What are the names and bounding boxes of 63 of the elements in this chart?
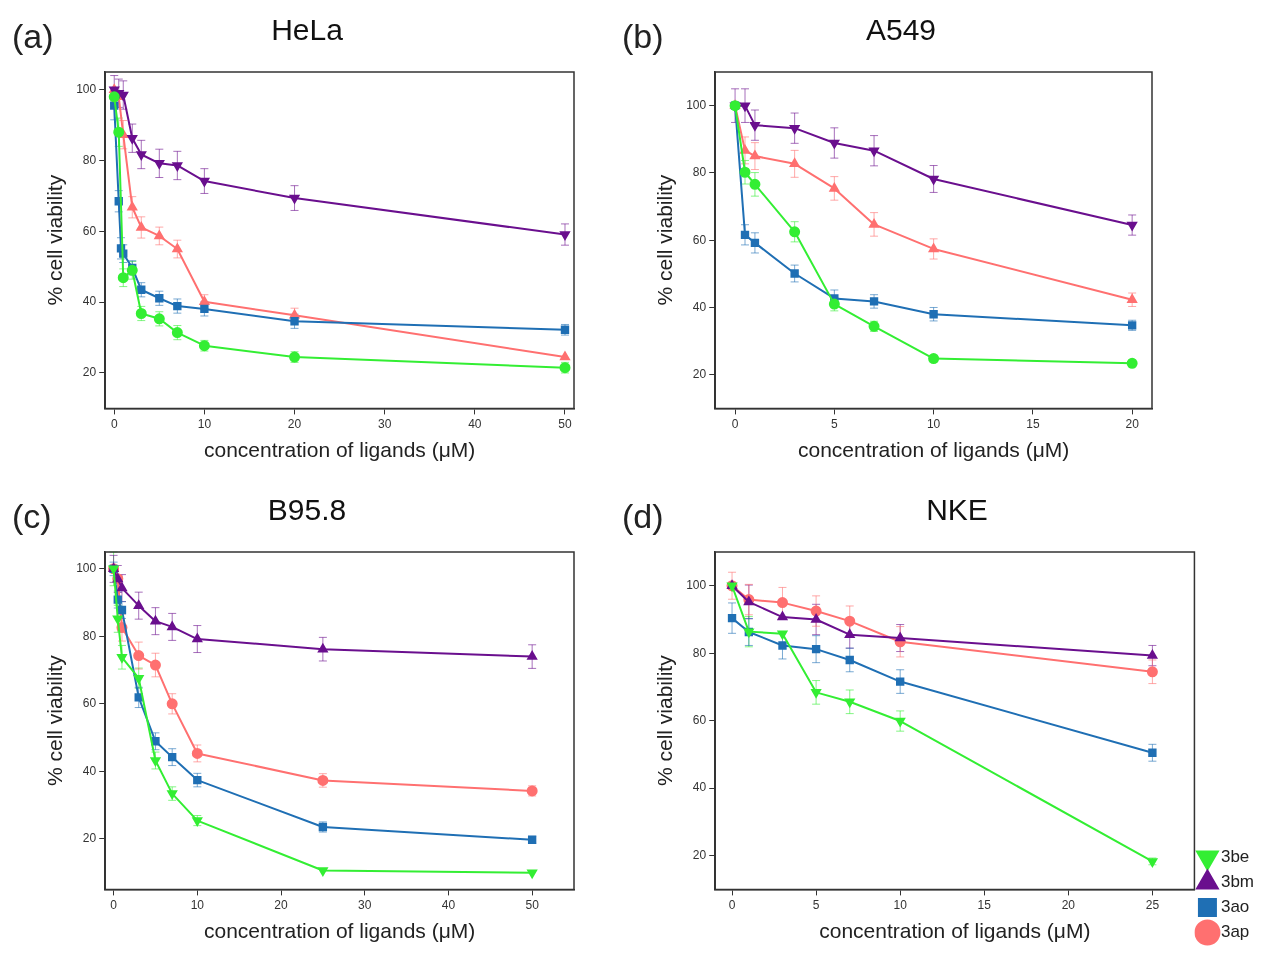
x-tick-label: 50 bbox=[558, 416, 572, 431]
y-tick-label: 40 bbox=[692, 299, 707, 314]
y-tick-label: 20 bbox=[692, 367, 707, 382]
x-tick-label: 10 bbox=[190, 897, 205, 912]
y-tick-label: 100 bbox=[686, 97, 707, 112]
legend-label: 3be bbox=[1220, 847, 1250, 867]
legend-label: 3ao bbox=[1220, 897, 1250, 917]
x-tick-label: 10 bbox=[926, 416, 941, 431]
x-tick-label: 20 bbox=[1125, 416, 1140, 431]
y-tick-label: 20 bbox=[82, 831, 97, 846]
x-tick-label: 0 bbox=[110, 416, 118, 431]
x-tick-label: 20 bbox=[274, 897, 289, 912]
y-tick-label: 40 bbox=[82, 763, 97, 778]
y-tick-label: 80 bbox=[82, 628, 97, 643]
y-tick-label: 60 bbox=[82, 223, 97, 238]
text: (b) bbox=[622, 17, 664, 56]
x-tick-label: 5 bbox=[831, 416, 838, 431]
x-tick-label: 25 bbox=[1145, 897, 1160, 912]
chart-title: B95.8 bbox=[267, 493, 347, 527]
x-tick-label: 15 bbox=[977, 897, 992, 912]
y-axis-title: % cell viability bbox=[653, 654, 677, 787]
y-tick-label: 40 bbox=[82, 294, 97, 309]
x-tick-label: 40 bbox=[441, 897, 456, 912]
y-tick-label: 80 bbox=[692, 165, 707, 180]
y-tick-label: 60 bbox=[692, 232, 707, 247]
y-axis-title: % cell viability bbox=[653, 174, 677, 306]
y-tick-label: 80 bbox=[692, 645, 707, 660]
legend-label: 3bm bbox=[1220, 872, 1255, 892]
text: (d) bbox=[622, 497, 664, 536]
y-axis-title: % cell viability bbox=[43, 654, 67, 787]
chart-title: NKE bbox=[926, 493, 988, 527]
x-tick-label: 10 bbox=[197, 416, 212, 431]
x-tick-label: 0 bbox=[728, 897, 736, 912]
x-axis-title: concentration of ligands (μM) bbox=[203, 919, 476, 943]
text: (c) bbox=[12, 497, 52, 536]
x-tick-label: 0 bbox=[110, 897, 118, 912]
x-tick-label: 15 bbox=[1026, 416, 1040, 431]
x-axis-title: concentration of ligands (μM) bbox=[797, 438, 1070, 462]
x-tick-label: 5 bbox=[812, 897, 820, 912]
y-tick-label: 20 bbox=[692, 847, 707, 862]
y-tick-label: 100 bbox=[686, 578, 707, 593]
y-axis-title: % cell viability bbox=[43, 174, 67, 306]
x-tick-label: 50 bbox=[525, 897, 540, 912]
y-tick-label: 80 bbox=[82, 152, 97, 167]
x-axis-title: concentration of ligands (μM) bbox=[203, 438, 476, 462]
chart-title: HeLa bbox=[271, 13, 344, 47]
text: (a) bbox=[12, 17, 54, 56]
y-tick-label: 100 bbox=[76, 561, 97, 576]
y-tick-label: 60 bbox=[82, 696, 97, 711]
x-axis-title: concentration of ligands (μM) bbox=[819, 919, 1091, 943]
x-tick-label: 30 bbox=[358, 897, 372, 912]
x-tick-label: 20 bbox=[287, 416, 302, 431]
x-tick-label: 40 bbox=[468, 416, 482, 431]
x-tick-label: 0 bbox=[731, 416, 739, 431]
y-tick-label: 20 bbox=[82, 365, 97, 380]
legend-label: 3ap bbox=[1220, 922, 1250, 942]
x-tick-label: 20 bbox=[1061, 897, 1076, 912]
chart-title: A549 bbox=[865, 13, 937, 47]
y-tick-label: 40 bbox=[692, 780, 707, 795]
x-tick-label: 30 bbox=[378, 416, 392, 431]
y-tick-label: 100 bbox=[76, 82, 97, 97]
x-tick-label: 10 bbox=[893, 897, 908, 912]
y-tick-label: 60 bbox=[692, 713, 707, 728]
